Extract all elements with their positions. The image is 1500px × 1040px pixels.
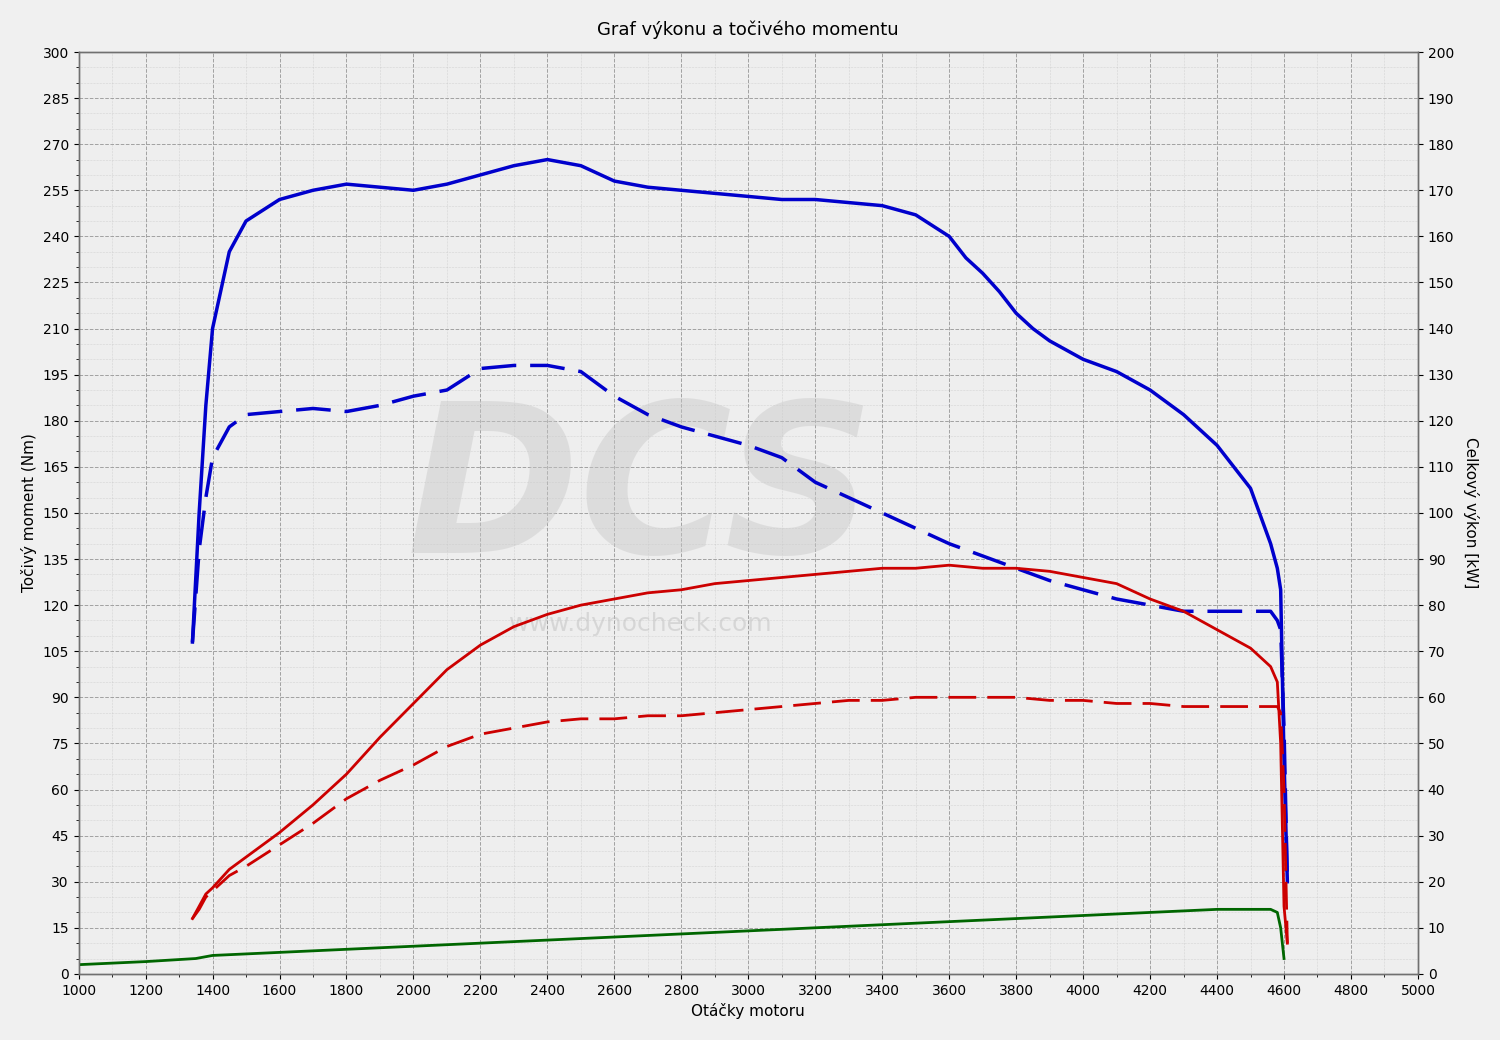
X-axis label: Otáčky motoru: Otáčky motoru: [692, 1004, 806, 1019]
Text: DCS: DCS: [406, 393, 876, 596]
Y-axis label: Celkový výkon [kW]: Celkový výkon [kW]: [1462, 437, 1479, 589]
Y-axis label: Točivý moment (Nm): Točivý moment (Nm): [21, 434, 38, 593]
Text: www.dynocheck.com: www.dynocheck.com: [510, 612, 772, 635]
Title: Graf výkonu a točivého momentu: Graf výkonu a točivého momentu: [597, 21, 898, 40]
